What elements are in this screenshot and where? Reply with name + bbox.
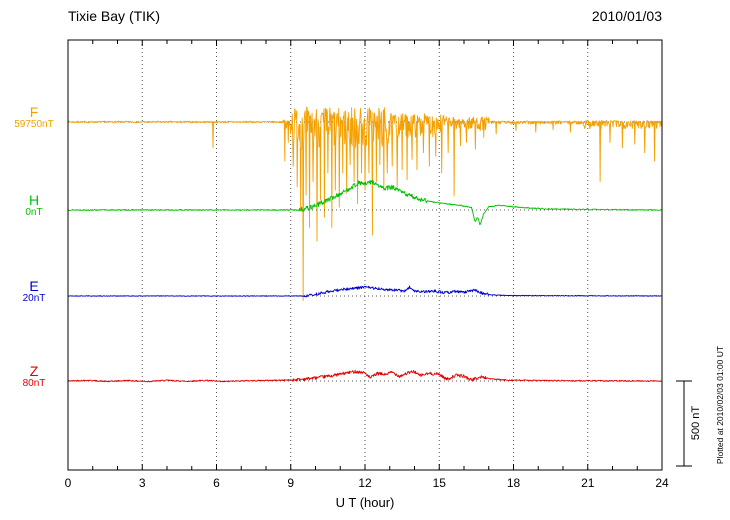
trace-F [67, 106, 663, 301]
scale-bar-label: 500 nT [690, 405, 702, 441]
plot-date: 2010/01/03 [591, 8, 662, 24]
trace-H [67, 179, 663, 226]
station-title: Tixie Bay (TIK) [68, 8, 161, 24]
trace-Z [67, 369, 663, 383]
x-axis-title: U T (hour) [335, 495, 395, 510]
plotted-at-note: Plotted at 2010/02/03 01:00 UT [715, 345, 725, 465]
trace-E [67, 285, 663, 298]
